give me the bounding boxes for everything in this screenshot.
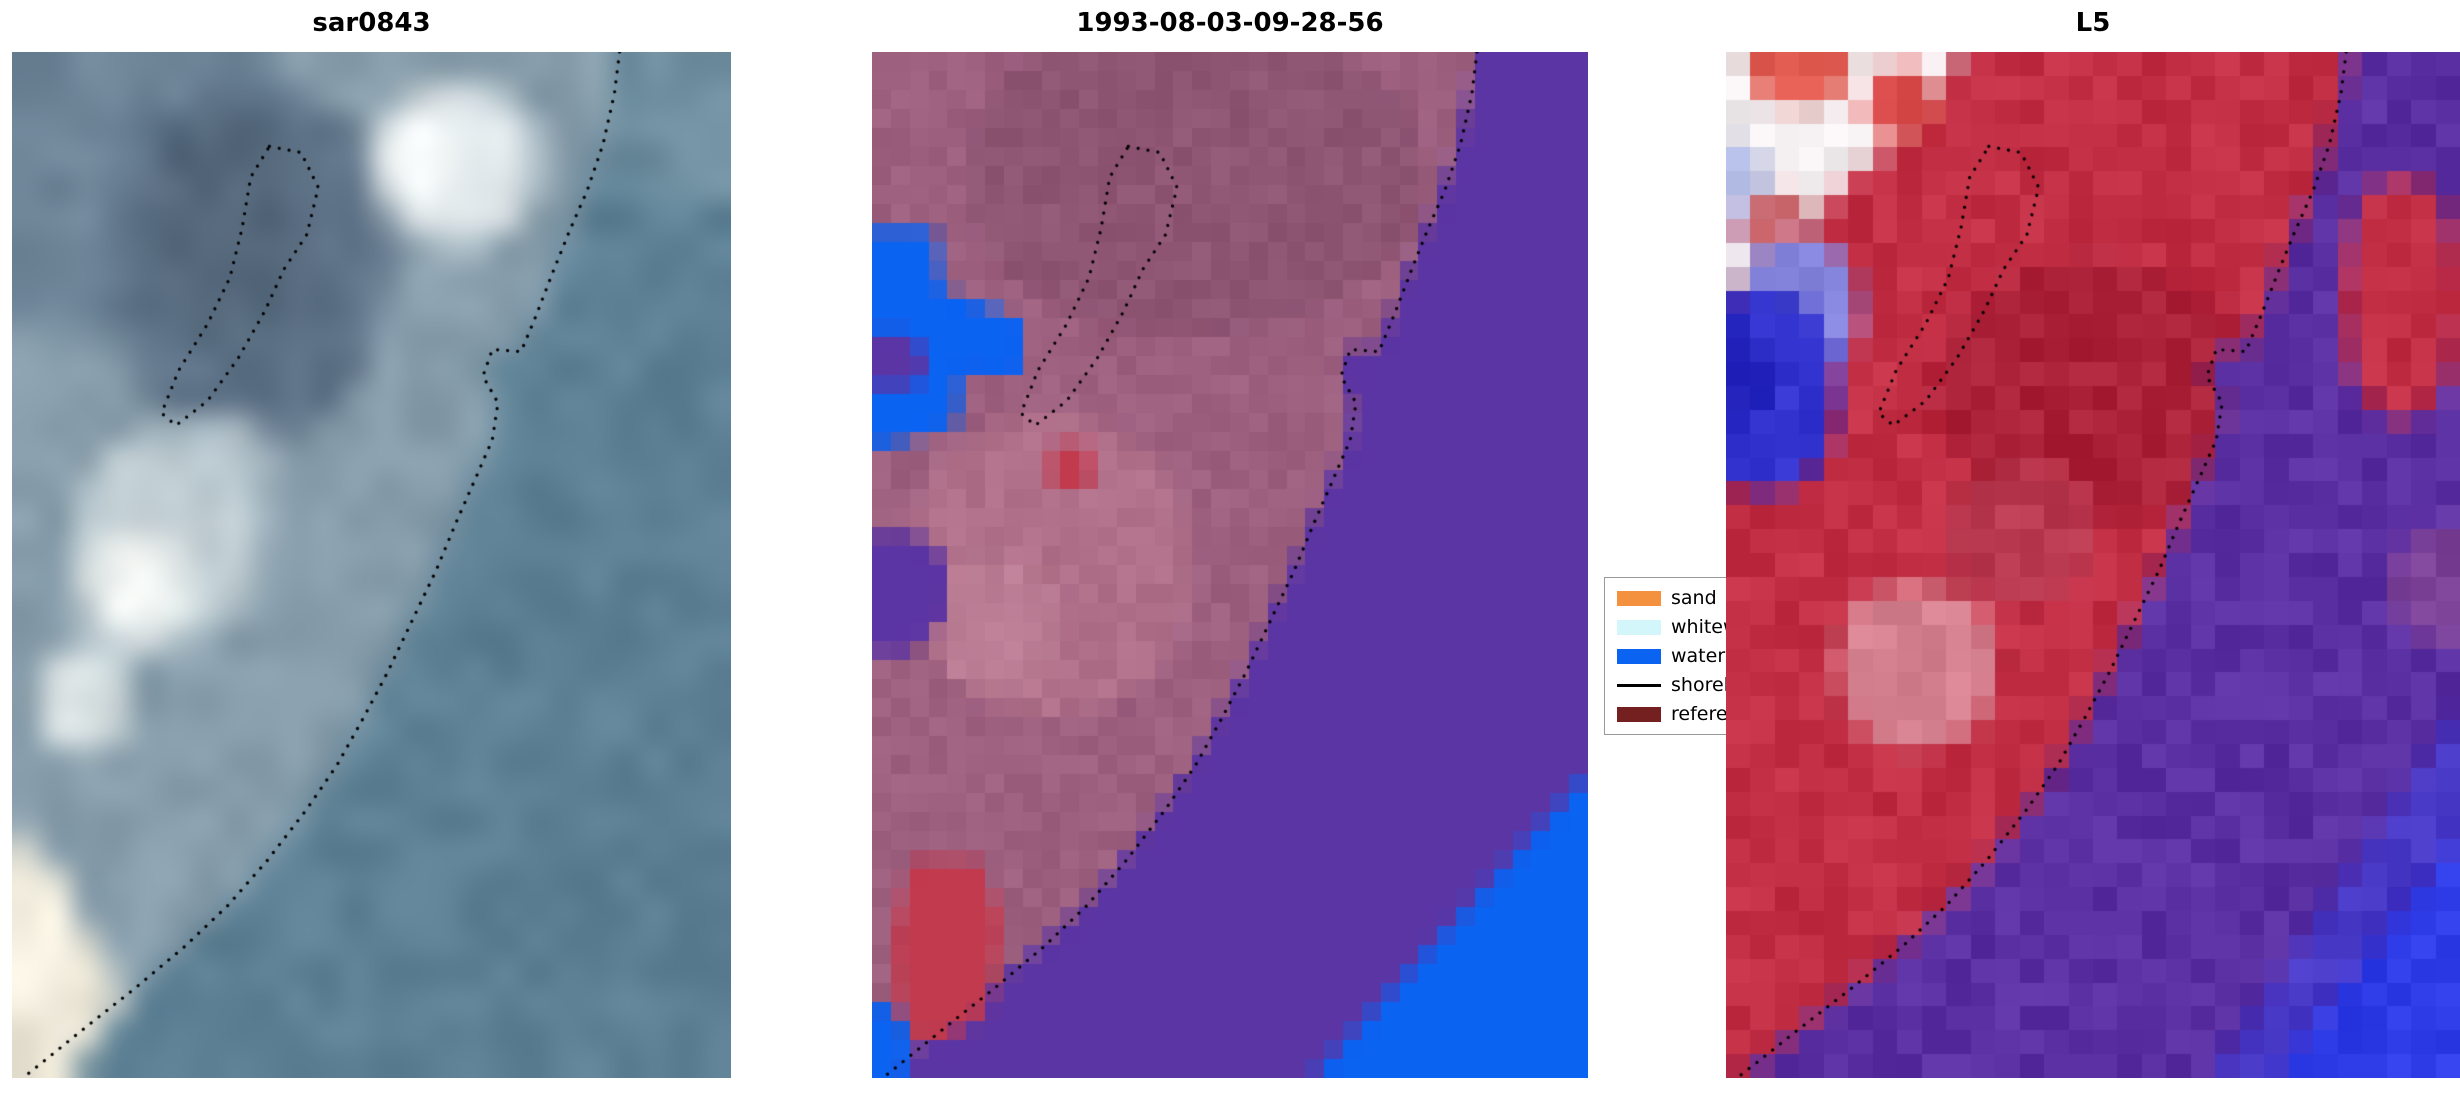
whitewater-swatch-icon: [1617, 619, 1661, 635]
water-swatch-icon: [1617, 648, 1661, 664]
panel-title-sar: sar0843: [312, 8, 431, 38]
panel-classified: 1993-08-03-09-28-56: [872, 0, 1588, 1093]
legend-label-sand: sand: [1671, 587, 1717, 609]
sand-swatch-icon: [1617, 590, 1661, 606]
shoreline-line-icon: [1617, 683, 1661, 687]
legend-item-water: water: [1617, 645, 1777, 667]
panel-title-date: 1993-08-03-09-28-56: [1076, 8, 1384, 38]
sar-image-canvas: [12, 52, 731, 1078]
l5-image-canvas: [1726, 52, 2460, 1078]
legend-label-water: water: [1671, 645, 1726, 667]
legend-item-sand: sand: [1617, 587, 1777, 609]
classified-image-canvas: [872, 52, 1588, 1078]
reference-swatch-icon: [1617, 706, 1661, 722]
panel-title-l5: L5: [2075, 8, 2111, 38]
panel-sar: sar0843: [12, 0, 731, 1093]
panel-l5: L5: [1726, 0, 2460, 1093]
